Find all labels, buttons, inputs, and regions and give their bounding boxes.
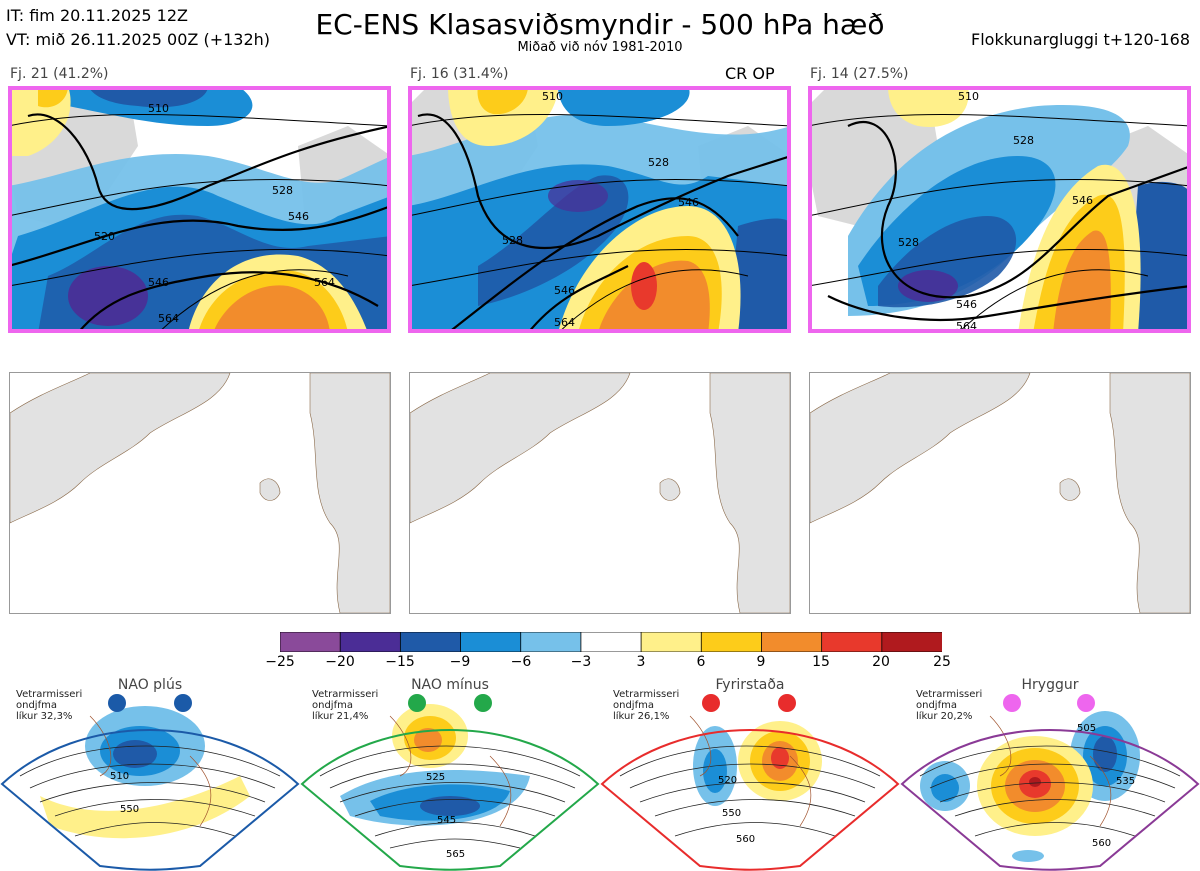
- lower-map-3: [809, 372, 1191, 614]
- colorbar-tick-labels: −25 −20 −15 −9 −6 −3 3 6 9 15 20 25: [265, 654, 951, 674]
- contour-label: 546: [678, 196, 699, 209]
- colorbar-tick: −15: [385, 654, 415, 670]
- regime-contour-label: 550: [722, 808, 741, 819]
- colorbar-swatch: [279, 631, 342, 653]
- regime-contour-label: 550: [120, 804, 139, 815]
- contour-label: 528: [648, 156, 669, 169]
- regime-contour-label: 545: [437, 815, 456, 826]
- page-title: EC-ENS Klasasviðsmyndir - 500 hPa hæð: [315, 8, 885, 41]
- regime-blocking: 520 550 560: [600, 676, 900, 871]
- lower-map-1: [9, 372, 391, 614]
- classification-window: Flokkunargluggi t+120-168: [971, 30, 1190, 49]
- colorbar-swatch: [339, 631, 402, 653]
- regime-ridge-name: Hryggur: [1021, 677, 1079, 693]
- contour-label: 510: [542, 90, 563, 103]
- regime-nao-plus-info: Vetrarmisseri ondjfma líkur 32,3%: [16, 689, 82, 722]
- regime-ridge: 505 535 560: [900, 676, 1200, 871]
- contour-label: 546: [148, 276, 169, 289]
- colorbar-tick: 25: [933, 654, 951, 670]
- colorbar-swatch: [881, 631, 943, 653]
- regime-probability: líkur 32,3%: [16, 711, 73, 722]
- regime-nao-minus: 525 545 565: [300, 676, 600, 871]
- colorbar-swatch: [700, 631, 763, 653]
- regime-contour-label: 560: [1092, 838, 1111, 849]
- colorbar-tick: −3: [570, 654, 592, 670]
- contour-label: 546: [554, 284, 575, 297]
- colorbar-tick: −9: [449, 654, 471, 670]
- regime-season: Vetrarmisseri: [16, 689, 83, 700]
- regime-contour-label: 525: [426, 772, 445, 783]
- regime-blocking-name: Fyrirstaða: [715, 677, 785, 693]
- colorbar-swatch: [821, 631, 883, 653]
- colorbar-swatch: [520, 631, 582, 653]
- regime-probability: líkur 26,1%: [613, 711, 670, 722]
- regime-months: ondjfma: [312, 700, 353, 711]
- contour-label: 510: [958, 90, 979, 103]
- contour-label: 510: [148, 102, 169, 115]
- colorbar-swatch: [640, 631, 703, 653]
- page-subtitle: Miðað við nóv 1981-2010: [517, 40, 683, 55]
- regime-contour-label: 510: [110, 771, 129, 782]
- colorbar-swatch: [460, 631, 522, 653]
- cluster-3-label: Fj. 14 (27.5%): [810, 66, 909, 82]
- regime-season: Vetrarmisseri: [916, 689, 983, 700]
- regime-contour-label: 520: [718, 775, 737, 786]
- contour-label: 546: [956, 298, 977, 311]
- regime-nao-minus-info: Vetrarmisseri ondjfma líkur 21,4%: [312, 689, 378, 722]
- colorbar-swatch: [761, 631, 823, 653]
- contour-label: 528: [272, 184, 293, 197]
- colorbar-tick: 3: [636, 654, 646, 670]
- colorbar-tick: −25: [265, 654, 295, 670]
- regime-nao-plus: 510 550: [0, 676, 300, 871]
- colorbar-swatch: [580, 631, 642, 653]
- cluster-1-label: Fj. 21 (41.2%): [10, 66, 109, 82]
- colorbar-tick: 9: [756, 654, 766, 670]
- cluster-2-extra-label: CR OP: [725, 64, 775, 83]
- regime-contour-label: 505: [1077, 723, 1096, 734]
- cluster-2-map: 510 528 528 546 546 564: [408, 86, 791, 333]
- regime-season: Vetrarmisseri: [613, 689, 680, 700]
- cluster-3-map: 510 528 528 546 546 564: [808, 86, 1191, 333]
- contour-label: 528: [502, 234, 523, 247]
- contour-label: 564: [314, 276, 335, 289]
- regime-season: Vetrarmisseri: [312, 689, 379, 700]
- cluster-1-map: 510 528 520 546 546 564 564: [8, 86, 391, 333]
- colorbar-swatch: [399, 631, 462, 653]
- colorbar-swatches: [279, 631, 943, 653]
- regime-contour-label: 560: [736, 834, 755, 845]
- regime-contour-label: 565: [446, 849, 465, 860]
- regime-blocking-info: Vetrarmisseri ondjfma líkur 26,1%: [613, 689, 679, 722]
- contour-label: 546: [288, 210, 309, 223]
- regime-probability: líkur 20,2%: [916, 711, 973, 722]
- contour-label: 528: [898, 236, 919, 249]
- regime-probability: líkur 21,4%: [312, 711, 369, 722]
- valid-time: VT: mið 26.11.2025 00Z (+132h): [6, 30, 271, 49]
- contour-label: 528: [1013, 134, 1034, 147]
- contour-label: 546: [1072, 194, 1093, 207]
- regime-contour-label: 535: [1116, 776, 1135, 787]
- colorbar-tick: −20: [325, 654, 355, 670]
- cluster-2-label: Fj. 16 (31.4%): [410, 66, 509, 82]
- lower-map-2: [409, 372, 791, 614]
- colorbar-tick: 15: [812, 654, 830, 670]
- contour-label: 564: [158, 312, 179, 325]
- colorbar: [279, 631, 943, 653]
- regime-months: ondjfma: [613, 700, 654, 711]
- init-time: IT: fim 20.11.2025 12Z: [6, 6, 188, 25]
- colorbar-tick: −6: [510, 654, 532, 670]
- regime-months: ondjfma: [916, 700, 957, 711]
- regime-nao-plus-name: NAO plús: [117, 677, 183, 693]
- contour-label: 520: [94, 230, 115, 243]
- regime-ridge-info: Vetrarmisseri ondjfma líkur 20,2%: [916, 689, 982, 722]
- contour-label: 564: [554, 316, 575, 329]
- regime-months: ondjfma: [16, 700, 57, 711]
- colorbar-tick: 6: [696, 654, 706, 670]
- regime-nao-minus-name: NAO mínus: [411, 677, 489, 693]
- colorbar-tick: 20: [872, 654, 890, 670]
